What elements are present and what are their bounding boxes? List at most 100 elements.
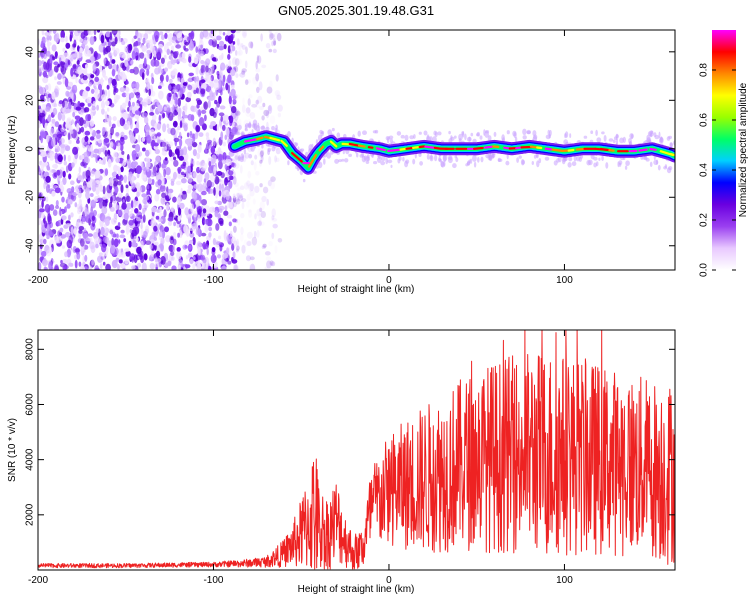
spectrogram-noise-cell — [271, 217, 278, 222]
spectrogram-noise-cell — [208, 226, 213, 232]
spectrogram-noise-cell — [247, 98, 251, 106]
spectrogram-noise-cell — [246, 194, 251, 201]
spectrogram-noise-cell — [41, 30, 45, 36]
spectrogram-halo-cell — [250, 146, 255, 152]
spectrogram-noise-cell — [107, 240, 113, 247]
spectrogram-noise-cell — [63, 161, 67, 166]
spectrogram-noise-cell — [248, 183, 254, 192]
spectrogram-noise-cell — [107, 158, 112, 168]
spectrogram-halo-cell — [650, 133, 653, 138]
spectrogram-peak-segment — [329, 140, 338, 148]
spectrogram-noise-cell — [214, 240, 219, 246]
spectrogram-halo-cell — [389, 138, 393, 143]
colorbar-tick-label: 0.0 — [699, 263, 710, 277]
spectrogram-noise-cell — [130, 232, 135, 240]
spectrogram-noise-cell — [246, 180, 250, 188]
spectrogram-halo-cell — [629, 133, 634, 139]
spectrogram-noise-cell — [222, 141, 227, 147]
spectrogram-noise-cell — [145, 149, 150, 157]
spectrogram-noise-cell — [176, 251, 182, 260]
spectrogram-noise-cell — [62, 170, 66, 178]
spectrogram-noise-cell — [115, 94, 121, 100]
colorbar-tick-label: 0.6 — [699, 113, 710, 127]
spectrogram-noise-cell — [231, 126, 238, 135]
spectrogram-noise-cell — [125, 202, 132, 210]
spectrogram-halo-cell — [649, 161, 653, 167]
spectrogram-noise-cell — [172, 61, 175, 65]
spectrogram-noise-cell — [169, 78, 173, 84]
spectrogram-noise-cell — [48, 230, 53, 237]
spectrogram-halo-cell — [522, 128, 527, 135]
spectrogram-noise-cell — [133, 47, 140, 57]
spectrogram-noise-cell — [184, 41, 189, 46]
spectrogram-noise-cell — [112, 151, 118, 160]
spectrogram-noise-cell — [196, 152, 201, 160]
spectrogram-noise-cell — [198, 117, 205, 127]
spectrogram-noise-cell — [79, 47, 83, 54]
spectrogram-halo-cell — [487, 153, 492, 161]
spectrogram-noise-cell — [218, 55, 224, 61]
spectrogram-noise-cell — [41, 117, 46, 126]
spectrogram-noise-cell — [38, 167, 41, 172]
spectrogram-noise-cell — [191, 105, 197, 113]
spectrogram-noise-cell — [179, 120, 183, 129]
spectrogram-noise-cell — [238, 49, 243, 56]
spectrogram-noise-cell — [126, 195, 131, 202]
spectrogram-noise-cell — [115, 196, 122, 203]
spectrogram-noise-cell — [245, 108, 252, 118]
spectrogram-noise-cell — [155, 215, 160, 220]
spectrogram-peak-segment — [608, 149, 615, 152]
spectrogram-noise-cell — [249, 263, 256, 270]
spectrogram-noise-cell — [114, 186, 119, 194]
spectrogram-noise-cell — [108, 134, 112, 140]
spectrogram-noise-cell — [260, 33, 263, 42]
spectrogram-noise-cell — [254, 185, 260, 193]
spectrogram-noise-cell — [244, 152, 250, 159]
spectrogram-noise-cell — [75, 187, 80, 194]
spectrogram-noise-cell — [101, 205, 108, 215]
spectrogram-noise-cell — [48, 246, 53, 254]
spectrogram-noise-cell — [68, 139, 72, 145]
spectrogram-noise-cell — [152, 166, 157, 173]
spectrogram-noise-cell — [265, 110, 270, 119]
spectrogram-noise-cell — [234, 218, 238, 223]
spectrogram-halo-cell — [663, 166, 668, 170]
spectrogram-noise-cell — [40, 238, 44, 245]
spectrogram-noise-cell — [131, 101, 135, 107]
spectrogram-halo-cell — [535, 154, 539, 159]
spectrogram-noise-cell — [94, 183, 99, 188]
spectrogram-noise-cell — [220, 62, 226, 71]
spectrogram-noise-cell — [91, 215, 95, 222]
spectrogram-noise-cell — [53, 65, 59, 73]
spectrogram-peak-segment — [473, 146, 484, 150]
spectrogram-halo-cell — [563, 156, 568, 162]
spectrogram-noise-cell — [97, 30, 100, 33]
spectrogram-noise-cell — [95, 228, 100, 233]
spectrogram-noise-cell — [160, 215, 166, 225]
spectrogram-halo-cell — [248, 153, 253, 159]
spectrogram-noise-cell — [87, 30, 91, 35]
spectrogram-noise-cell — [151, 77, 155, 85]
spectrogram-noise-cell — [153, 59, 160, 67]
spectrogram-noise-cell — [231, 45, 236, 52]
spectrogram-noise-cell — [182, 110, 186, 118]
spectrogram-noise-cell — [156, 123, 161, 130]
spectrogram-noise-cell — [68, 173, 72, 180]
spectrogram-noise-cell — [75, 106, 82, 111]
spectrogram-noise-cell — [164, 32, 168, 40]
spectrogram-noise-cell — [46, 235, 50, 240]
spectrogram-noise-cell — [161, 150, 167, 156]
spectrogram-noise-cell — [228, 221, 232, 227]
spectrogram-noise-cell — [249, 256, 255, 261]
spectrogram-noise-cell — [245, 79, 252, 84]
spectrogram-noise-cell — [158, 90, 164, 100]
spectrogram-noise-cell — [236, 109, 240, 119]
spectrogram-noise-cell — [60, 259, 63, 264]
spectrogram-halo-cell — [589, 139, 594, 144]
spectrogram-noise-cell — [172, 245, 176, 253]
spectrogram-noise-cell — [276, 94, 282, 101]
spectrogram-noise-cell — [172, 104, 175, 114]
spectrogram-halo-cell — [344, 158, 349, 163]
spectrogram-halo-cell — [470, 132, 474, 137]
spectrogram-noise-cell — [270, 181, 275, 190]
